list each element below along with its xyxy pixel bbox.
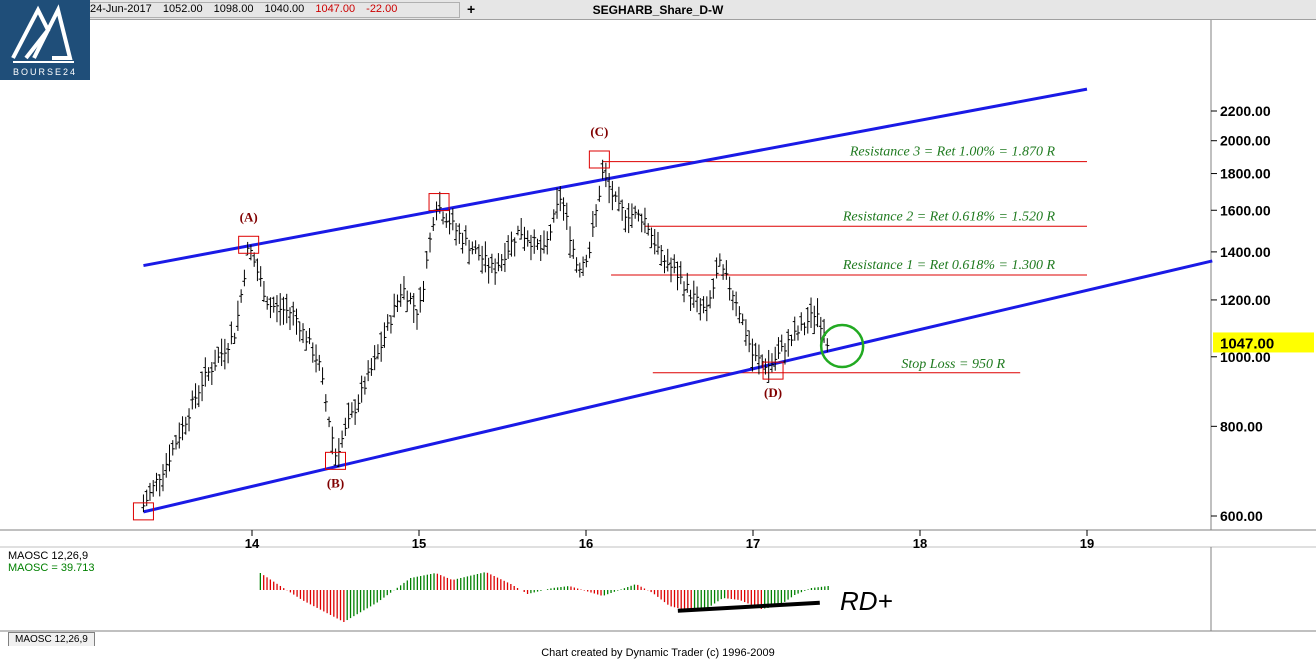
x-tick-label: 15 [412, 536, 426, 551]
price-bars [141, 159, 830, 513]
quote-date: 24-Jun-2017 [90, 3, 152, 15]
quote-readout: 24-Jun-2017 1052.00 1098.00 1040.00 1047… [90, 3, 405, 15]
y-tick-label: 1000.00 [1220, 349, 1271, 365]
y-tick-label: 2200.00 [1220, 103, 1271, 119]
x-tick-label: 16 [579, 536, 593, 551]
y-axis: 600.00 800.00 1000.00 1200.00 1400.00 1600.00… [1211, 103, 1271, 524]
level-label: Resistance 2 = Ret 0.618% = 1.520 R [842, 209, 1056, 224]
quote-high: 1098.00 [213, 3, 254, 15]
quote-open: 1052.00 [162, 3, 203, 15]
wave-label: (A) [240, 209, 258, 224]
add-button[interactable]: + [467, 1, 476, 17]
pivot-box [132, 502, 154, 521]
x-axis: 14 15 16 17 18 19 [245, 530, 1094, 551]
indicator-name: MAOSC 12,26,9 [8, 550, 89, 562]
y-tick-label: 1600.00 [1220, 202, 1271, 218]
pivot-box [428, 193, 450, 212]
divergence-line [677, 600, 820, 613]
chart-title: SEGHARB_Share_D-W [592, 3, 724, 17]
y-tick-label: 600.00 [1220, 508, 1263, 524]
logo-mark: BOURSE24 [11, 4, 77, 77]
divergence-annotation-text: RD+ [840, 586, 893, 616]
pivot-box [325, 451, 346, 470]
divergence-annotation: RD+ [840, 586, 893, 616]
wave-label: (D) [764, 385, 782, 400]
level-label: Stop Loss = 950 R [901, 357, 1005, 372]
pivot-boxes [132, 150, 784, 521]
channel-line-upper [143, 87, 1088, 268]
footer-credit: Chart created by Dynamic Trader (c) 1996… [541, 647, 775, 659]
oscillator-histogram [259, 572, 829, 622]
pivot-box [588, 150, 610, 169]
y-tick-label: 2000.00 [1220, 133, 1271, 149]
quote-change: -22.00 [366, 3, 398, 15]
y-tick-label: 1400.00 [1220, 244, 1271, 260]
level-label: Resistance 3 = Ret 1.00% = 1.870 R [849, 145, 1056, 160]
y-tick-label: 800.00 [1220, 418, 1263, 434]
support-resistance-levels: Resistance 3 = Ret 1.00% = 1.870 R Resist… [602, 145, 1087, 374]
indicator-legend: MAOSC 12,26,9 MAOSC = 39.713 [8, 550, 95, 574]
y-tick-label: 1800.00 [1220, 166, 1271, 182]
divergence-line-stroke [677, 600, 820, 613]
level-label: Resistance 1 = Ret 0.618% = 1.300 R [842, 258, 1056, 273]
wave-label: (C) [590, 124, 608, 139]
x-tick-label: 17 [746, 536, 760, 551]
last-price-tag: 1047.00 [1213, 332, 1314, 353]
indicator-value: MAOSC = 39.713 [8, 562, 95, 574]
x-tick-label: 14 [245, 536, 260, 551]
y-tick-label: 1200.00 [1220, 292, 1271, 308]
logo-text: BOURSE24 [13, 67, 77, 77]
highlight-circle-ring [819, 323, 865, 369]
wave-labels: (A) (B) (C) (D) [240, 124, 782, 490]
channel-line-lower [143, 259, 1213, 514]
pivot-box [762, 361, 784, 380]
title-bar: 24-Jun-2017 1052.00 1098.00 1040.00 1047… [0, 0, 1316, 20]
channel-lines [143, 87, 1213, 514]
wave-label: (B) [327, 475, 344, 490]
logo: BOURSE24 [0, 0, 90, 80]
last-price-box [1213, 332, 1314, 353]
quote-low: 1040.00 [264, 3, 305, 15]
highlight-circle [819, 323, 865, 369]
last-price-label: 1047.00 [1220, 335, 1274, 352]
x-tick-label: 19 [1080, 536, 1094, 551]
x-tick-label: 18 [913, 536, 927, 551]
tab-maosc[interactable]: MAOSC 12,26,9 [8, 632, 95, 646]
chart-frame [0, 20, 1316, 632]
quote-close: 1047.00 [315, 3, 356, 15]
pivot-box [238, 235, 260, 254]
